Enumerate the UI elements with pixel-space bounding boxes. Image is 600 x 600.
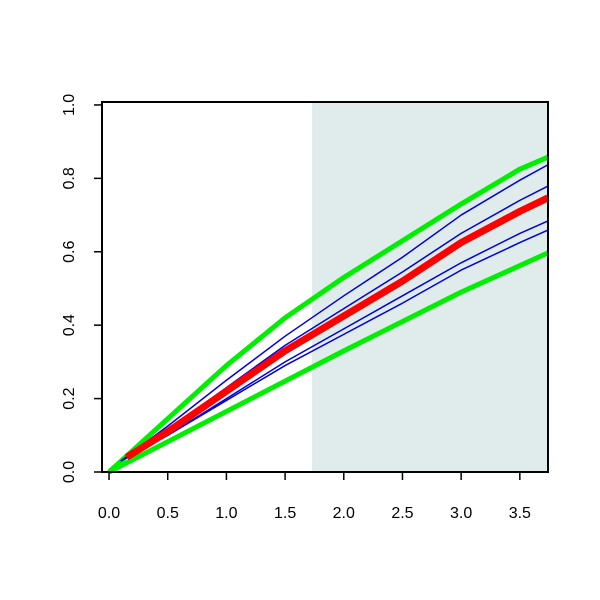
y-tick-label: 0.8 — [61, 167, 78, 189]
x-tick-label: 0.5 — [157, 505, 179, 522]
plot-frame — [101, 101, 549, 473]
x-tick-label: 1.5 — [274, 505, 296, 522]
series-line — [120, 229, 549, 462]
series-line — [124, 194, 550, 461]
y-tick-label: 0.6 — [61, 241, 78, 263]
x-tick-label: 0.0 — [98, 505, 120, 522]
y-tick-label: 0.2 — [61, 387, 78, 409]
x-tick-label: 3.0 — [450, 505, 472, 522]
series-line — [107, 154, 549, 474]
x-tick-label: 1.0 — [215, 505, 237, 522]
x-tick-label: 3.5 — [509, 505, 531, 522]
series-line — [107, 250, 550, 475]
x-tick-label: 2.0 — [333, 505, 355, 522]
y-tick-label: 1.0 — [61, 94, 78, 116]
series-line — [120, 164, 549, 462]
y-tick-label: 0.4 — [61, 314, 78, 336]
x-tick-label: 2.5 — [391, 505, 413, 522]
y-tick-label: 0.0 — [61, 461, 78, 483]
